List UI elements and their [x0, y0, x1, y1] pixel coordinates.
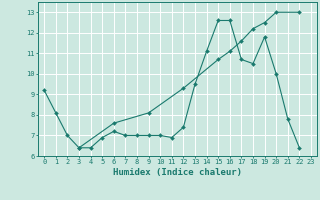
X-axis label: Humidex (Indice chaleur): Humidex (Indice chaleur) [113, 168, 242, 177]
